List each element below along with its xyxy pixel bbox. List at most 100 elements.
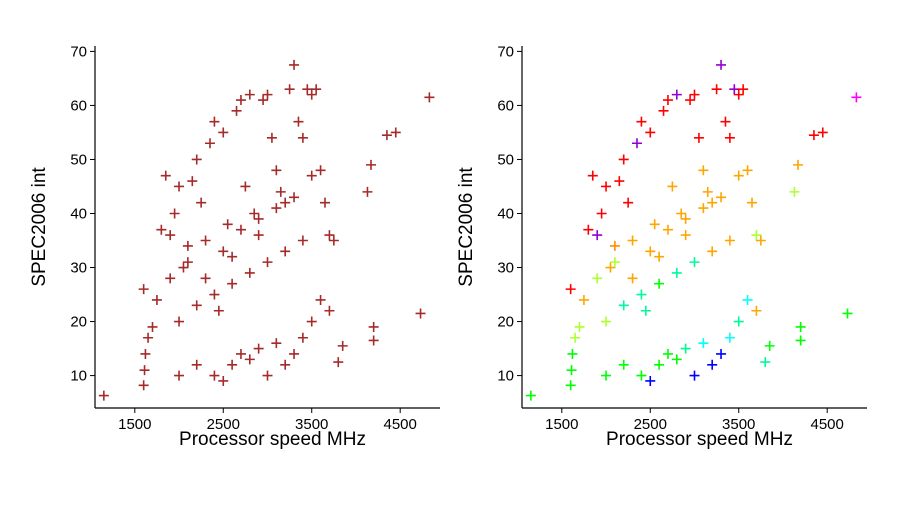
scatter-point <box>689 257 700 268</box>
scatter-point <box>676 208 687 219</box>
scatter-point <box>596 208 607 219</box>
scatter-point <box>789 186 800 197</box>
scatter-point <box>191 300 202 311</box>
scatter-point <box>601 316 612 327</box>
scatter-point <box>733 89 744 100</box>
scatter-point <box>680 343 691 354</box>
scatter-point <box>244 267 255 278</box>
scatter-point <box>623 197 634 208</box>
scatter-point <box>842 308 853 319</box>
scatter-point <box>262 257 273 268</box>
scatter-point <box>151 294 162 305</box>
scatter-point <box>729 84 740 95</box>
scatter-point <box>156 224 167 235</box>
scatter-point <box>253 213 264 224</box>
scatter-point <box>649 219 660 230</box>
scatter-point <box>570 332 581 343</box>
x-axis-label: Processor speed MHz <box>179 429 366 450</box>
scatter-point <box>253 343 264 354</box>
y-tick-label: 60 <box>497 97 514 114</box>
scatter-point <box>213 305 224 316</box>
y-tick-label: 20 <box>70 314 87 331</box>
panel-left: 10 20 30 40 50 60 70 1500 2500 3500 4500 Processor … <box>29 43 440 450</box>
scatter-point <box>297 132 308 143</box>
scatter-point <box>671 354 682 365</box>
scatter-point <box>306 89 317 100</box>
scatter-point <box>698 338 709 349</box>
scatter-point <box>720 116 731 127</box>
scatter-point <box>654 278 665 289</box>
scatter-point <box>235 348 246 359</box>
scatter-point <box>680 230 691 241</box>
scatter-point <box>218 375 229 386</box>
y-axis-label: SPEC2006 int <box>29 167 50 287</box>
scatter-point <box>566 365 577 376</box>
x-tick-label: 1500 <box>545 416 578 433</box>
scatter-point <box>324 305 335 316</box>
scatter-point <box>182 257 193 268</box>
scatter-point <box>147 321 158 332</box>
scatter-point <box>311 84 322 95</box>
y-axis-label: SPEC2006 int <box>456 167 477 287</box>
scatter-point <box>222 219 233 230</box>
x-tick-label: 3500 <box>295 416 328 433</box>
scatter-point <box>574 321 585 332</box>
scatter-point <box>565 284 576 295</box>
scatter-point <box>227 359 238 370</box>
scatter-point <box>98 390 109 401</box>
scatter-point <box>266 132 277 143</box>
scatter-point <box>165 273 176 284</box>
scatter-point <box>143 332 154 343</box>
scatter-point <box>200 235 211 246</box>
scatter-point <box>315 294 326 305</box>
x-tick-label: 4500 <box>811 416 844 433</box>
x-tick-label: 3500 <box>722 416 755 433</box>
scatter-point <box>271 203 282 214</box>
scatter-point <box>200 273 211 284</box>
scatter-point <box>191 154 202 165</box>
scatter-point <box>751 305 762 316</box>
scatter-point <box>793 159 803 170</box>
scatter-point <box>733 170 744 181</box>
scatter-point <box>235 95 246 106</box>
scatter-point <box>755 235 766 246</box>
scatter-point <box>275 186 286 197</box>
scatter-point <box>196 197 207 208</box>
scatter-point <box>654 251 665 262</box>
scatter-point <box>689 370 700 381</box>
scatter-point <box>716 348 727 359</box>
scatter-point <box>368 335 379 346</box>
scatter-point <box>337 340 348 351</box>
y-tick-label: 20 <box>497 314 514 331</box>
scatter-point <box>689 89 700 100</box>
scatter-point <box>368 321 379 332</box>
scatter-point <box>618 359 629 370</box>
scatter-point <box>235 224 246 235</box>
scatter-point <box>174 370 185 381</box>
y-tick-label: 10 <box>497 368 514 385</box>
scatter-point <box>297 332 308 343</box>
scatter-point <box>742 294 753 305</box>
scatter-point <box>174 181 185 192</box>
scatter-point <box>685 95 696 106</box>
scatter-point <box>315 165 326 176</box>
scatter-point <box>240 181 251 192</box>
panel-right: 10 20 30 40 50 60 70 1500 2500 3500 4500 Processor … <box>456 43 867 450</box>
scatter-point <box>231 105 242 116</box>
scatter-point <box>645 127 656 138</box>
scatter-point <box>306 316 317 327</box>
scatter-point <box>662 95 673 106</box>
scatter-point <box>733 316 744 327</box>
scatter-point <box>415 308 426 319</box>
scatter-point <box>680 213 691 224</box>
y-tick-label: 40 <box>70 205 87 222</box>
scatter-point <box>583 224 594 235</box>
y-tick-label: 40 <box>497 205 514 222</box>
scatter-point <box>362 186 373 197</box>
scatter-point <box>592 230 603 241</box>
scatter-point <box>262 89 273 100</box>
scatter-point <box>578 294 589 305</box>
scatter-point <box>262 370 273 381</box>
scatter-point <box>618 300 629 311</box>
